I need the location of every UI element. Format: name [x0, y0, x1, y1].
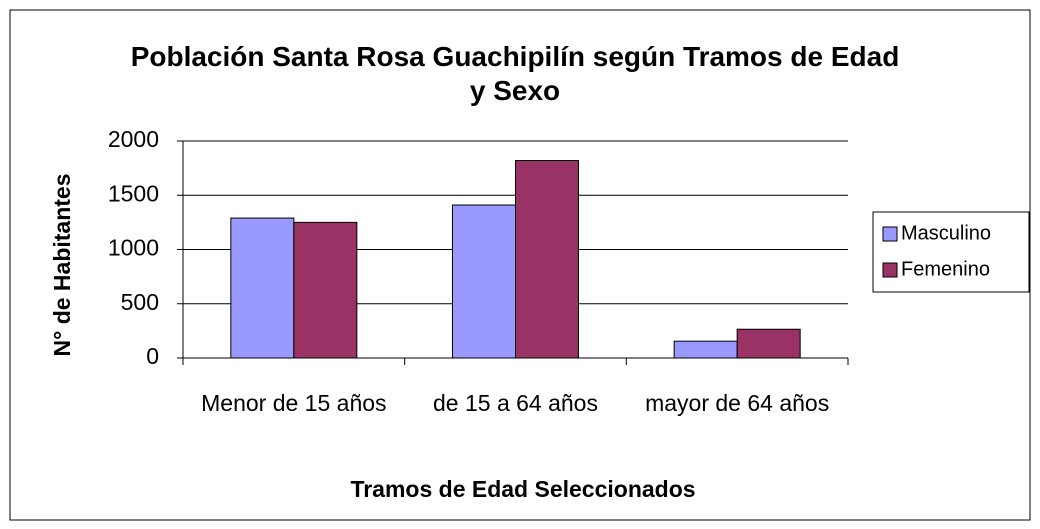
legend-box [872, 211, 1030, 293]
y-tick-label: 2000 [108, 126, 159, 152]
legend-swatch [882, 226, 898, 242]
legend-label: Femenino [901, 258, 990, 280]
x-tick-label: de 15 a 64 años [433, 390, 598, 416]
bar [673, 340, 738, 359]
legend-swatch [882, 262, 898, 278]
y-axis-title: N° de Habitantes [49, 173, 75, 356]
y-tick-label: 0 [146, 343, 159, 369]
bar [736, 328, 801, 359]
bar [515, 160, 579, 359]
bar [293, 221, 358, 359]
bar [452, 204, 516, 359]
legend-label: Masculino [901, 222, 991, 244]
bar [230, 217, 295, 359]
chart-title: Población Santa Rosa Guachipilín según T… [130, 41, 900, 106]
y-tick-label: 1000 [108, 235, 159, 261]
x-tick-label: Menor de 15 años [201, 390, 387, 416]
y-tick-label: 1500 [108, 180, 159, 206]
x-tick-label: mayor de 64 años [645, 390, 830, 416]
y-tick-label: 500 [121, 289, 159, 315]
x-axis-title: Tramos de Edad Seleccionados [350, 476, 695, 502]
